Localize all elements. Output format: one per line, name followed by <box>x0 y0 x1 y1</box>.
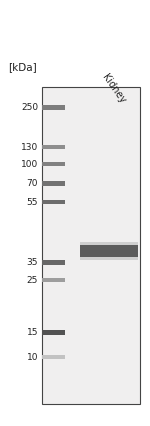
Text: 70: 70 <box>27 179 38 188</box>
Bar <box>42 161 65 168</box>
Bar <box>42 355 65 359</box>
Bar <box>80 242 138 260</box>
Bar <box>42 260 65 265</box>
Bar <box>42 181 65 186</box>
Bar <box>42 328 65 336</box>
Text: 25: 25 <box>27 276 38 285</box>
Bar <box>42 330 65 335</box>
Text: Kidney: Kidney <box>100 72 127 105</box>
Bar <box>42 330 65 335</box>
Bar <box>80 245 138 257</box>
Bar <box>42 278 65 282</box>
Text: 250: 250 <box>21 103 38 112</box>
Bar <box>42 146 65 150</box>
Bar <box>42 278 65 282</box>
Text: 15: 15 <box>27 328 38 337</box>
Text: 55: 55 <box>27 198 38 207</box>
Bar <box>42 88 140 404</box>
Bar <box>42 104 65 112</box>
Bar <box>42 105 65 110</box>
Bar <box>42 260 65 265</box>
Bar <box>42 180 65 187</box>
Bar <box>42 199 65 206</box>
Text: 130: 130 <box>21 143 38 152</box>
Bar <box>42 201 65 204</box>
Bar <box>42 181 65 186</box>
Bar <box>42 163 65 167</box>
Bar <box>42 277 65 284</box>
Bar <box>42 201 65 204</box>
Bar <box>42 163 65 167</box>
Text: 10: 10 <box>27 353 38 362</box>
Bar <box>42 355 65 359</box>
Bar <box>42 144 65 151</box>
Text: [kDa]: [kDa] <box>8 62 37 72</box>
Bar <box>42 354 65 361</box>
Text: 100: 100 <box>21 160 38 169</box>
Bar <box>42 259 65 266</box>
Text: 35: 35 <box>27 258 38 267</box>
Bar <box>42 146 65 150</box>
Bar <box>42 105 65 110</box>
